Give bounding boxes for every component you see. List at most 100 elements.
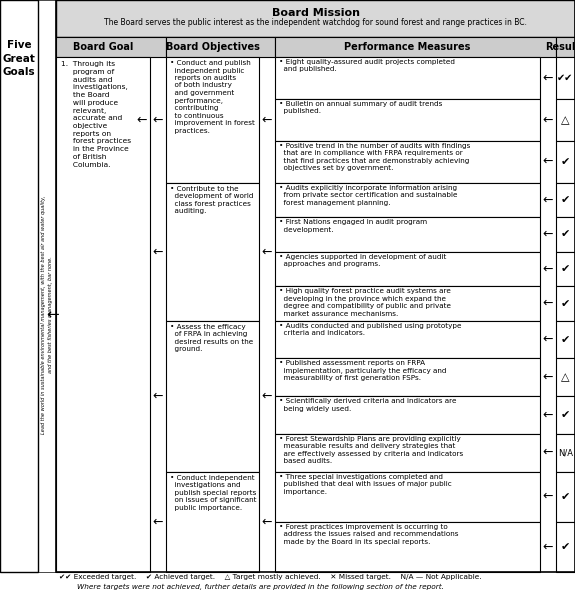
Text: ←: ← xyxy=(153,245,163,258)
Text: • Published assessment reports on FRPA
  implementation, particularly the effica: • Published assessment reports on FRPA i… xyxy=(279,361,447,382)
Text: ✔✔ Exceeded target.    ✔ Achieved target.    △ Target mostly achieved.    ✕ Miss: ✔✔ Exceeded target. ✔ Achieved target. △… xyxy=(59,574,482,580)
Text: ←: ← xyxy=(543,333,553,346)
Bar xyxy=(275,99,540,141)
Text: ←: ← xyxy=(543,193,553,206)
Bar xyxy=(275,252,540,286)
Text: ←: ← xyxy=(543,262,553,276)
Bar xyxy=(275,471,540,522)
Bar xyxy=(0,0,56,572)
Text: ←: ← xyxy=(543,371,553,384)
Text: ←: ← xyxy=(543,155,553,168)
Bar xyxy=(275,522,540,572)
Text: ✔: ✔ xyxy=(561,157,570,167)
Bar xyxy=(0,0,38,572)
Text: • Forest practices improvement is occurring to
  address the issues raised and r: • Forest practices improvement is occurr… xyxy=(279,524,458,545)
Text: N/A: N/A xyxy=(558,448,573,457)
Bar xyxy=(556,141,575,182)
Bar xyxy=(166,471,259,572)
Text: Board Goal: Board Goal xyxy=(73,42,133,52)
Text: • Audits explicitly incorporate information arising
  from private sector certif: • Audits explicitly incorporate informat… xyxy=(279,185,458,206)
Text: • Bulletin on annual summary of audit trends
  published.: • Bulletin on annual summary of audit tr… xyxy=(279,101,442,114)
Text: △: △ xyxy=(561,115,570,125)
Bar xyxy=(556,434,575,471)
Text: ←: ← xyxy=(543,72,553,84)
Bar xyxy=(166,37,275,57)
Text: ✔: ✔ xyxy=(561,410,570,420)
Bar xyxy=(556,396,575,434)
Bar xyxy=(56,57,150,572)
Bar xyxy=(275,141,540,182)
Text: ✔: ✔ xyxy=(561,264,570,274)
Text: ✔: ✔ xyxy=(561,195,570,205)
Text: ←: ← xyxy=(543,297,553,310)
Text: • Three special investigations completed and
  published that deal with issues o: • Three special investigations completed… xyxy=(279,474,452,494)
Text: ←: ← xyxy=(543,446,553,459)
Text: • Eight quality-assured audit projects completed
  and published.: • Eight quality-assured audit projects c… xyxy=(279,59,455,72)
Text: 1.  Through its
     program of
     audits and
     investigations,
     the Bo: 1. Through its program of audits and inv… xyxy=(61,61,131,168)
Text: ←: ← xyxy=(153,389,163,403)
Text: ←: ← xyxy=(262,113,272,126)
Text: Board Objectives: Board Objectives xyxy=(166,42,259,52)
Text: ✔: ✔ xyxy=(561,492,570,501)
Bar xyxy=(166,57,259,182)
Text: • Agencies supported in development of audit
  approaches and programs.: • Agencies supported in development of a… xyxy=(279,253,446,267)
Bar xyxy=(275,217,540,252)
Text: ←: ← xyxy=(543,541,553,553)
Text: • Positive trend in the number of audits with findings
  that are in compliance : • Positive trend in the number of audits… xyxy=(279,143,470,171)
Text: The Board serves the public interest as the independent watchdog for sound fores: The Board serves the public interest as … xyxy=(104,18,527,27)
Text: • Conduct independent
  investigations and
  publish special reports
  on issues: • Conduct independent investigations and… xyxy=(170,474,256,510)
Bar xyxy=(556,182,575,217)
Text: ←: ← xyxy=(153,515,163,529)
Text: ✔: ✔ xyxy=(561,335,570,344)
Bar xyxy=(556,321,575,358)
Text: Five
Great
Goals: Five Great Goals xyxy=(2,40,36,76)
Bar xyxy=(56,37,166,57)
Text: ←: ← xyxy=(262,515,272,529)
Bar xyxy=(275,37,556,57)
Text: • Contribute to the
  development of world
  class forest practices
  auditing.: • Contribute to the development of world… xyxy=(170,185,254,214)
Text: ←: ← xyxy=(137,113,147,126)
Text: ←: ← xyxy=(262,245,272,258)
Text: ✔: ✔ xyxy=(561,299,570,308)
Text: Board Mission: Board Mission xyxy=(271,8,359,18)
Bar xyxy=(275,182,540,217)
Text: ←: ← xyxy=(543,490,553,503)
Text: • High quality forest practice audit systems are
  developing in the province wh: • High quality forest practice audit sys… xyxy=(279,288,451,317)
Text: • Scientifically derived criteria and indicators are
  being widely used.: • Scientifically derived criteria and in… xyxy=(279,398,457,412)
Text: Where targets were not achieved, further details are provided in the following s: Where targets were not achieved, further… xyxy=(77,584,444,590)
Text: Results: Results xyxy=(545,42,575,52)
Text: ✔: ✔ xyxy=(561,542,570,552)
Bar xyxy=(275,396,540,434)
Bar xyxy=(556,252,575,286)
Text: △: △ xyxy=(561,372,570,382)
Bar xyxy=(556,57,575,99)
Text: Performance Measures: Performance Measures xyxy=(344,42,471,52)
Text: ←: ← xyxy=(153,113,163,126)
Bar xyxy=(275,57,540,99)
Bar xyxy=(556,471,575,522)
Bar xyxy=(275,434,540,471)
Text: • Audits conducted and published using prototype
  criteria and indicators.: • Audits conducted and published using p… xyxy=(279,323,462,337)
Text: • Assess the efficacy
  of FRPA in achieving
  desired results on the
  ground.: • Assess the efficacy of FRPA in achievi… xyxy=(170,324,253,352)
Bar xyxy=(556,522,575,572)
Bar xyxy=(556,37,575,57)
Bar xyxy=(556,217,575,252)
Bar xyxy=(556,99,575,141)
Bar xyxy=(275,286,540,321)
Bar xyxy=(275,358,540,396)
Text: ✔: ✔ xyxy=(561,229,570,240)
Text: ←: ← xyxy=(262,389,272,403)
Bar xyxy=(56,0,575,37)
Text: ←: ← xyxy=(543,409,553,421)
Text: • First Nations engaged in audit program
  development.: • First Nations engaged in audit program… xyxy=(279,219,427,232)
Bar xyxy=(556,286,575,321)
Text: Lead the world in sustainable environmental management, with the best air and wa: Lead the world in sustainable environmen… xyxy=(41,195,53,433)
Text: ←: ← xyxy=(543,113,553,126)
Text: • Forest Stewardship Plans are providing explicitly
  measurable results and del: • Forest Stewardship Plans are providing… xyxy=(279,436,463,464)
Text: ←: ← xyxy=(47,307,59,322)
Text: ✔✔: ✔✔ xyxy=(557,73,574,83)
Bar xyxy=(556,358,575,396)
Text: ←: ← xyxy=(543,228,553,241)
Text: • Conduct and publish
  independent public
  reports on audits
  of both industr: • Conduct and publish independent public… xyxy=(170,60,255,134)
Bar xyxy=(166,182,259,321)
